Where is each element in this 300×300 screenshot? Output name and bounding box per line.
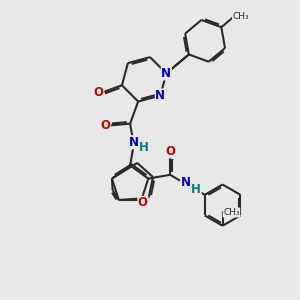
Text: CH₃: CH₃ [232, 12, 249, 21]
Text: O: O [94, 86, 104, 99]
Text: N: N [155, 89, 165, 102]
Text: H: H [191, 183, 201, 196]
Text: CH₃: CH₃ [223, 208, 240, 217]
Text: O: O [138, 196, 148, 209]
Text: O: O [165, 145, 175, 158]
Text: N: N [161, 67, 171, 80]
Text: O: O [100, 119, 110, 132]
Text: H: H [139, 141, 149, 154]
Text: N: N [129, 136, 139, 149]
Text: N: N [181, 176, 190, 189]
